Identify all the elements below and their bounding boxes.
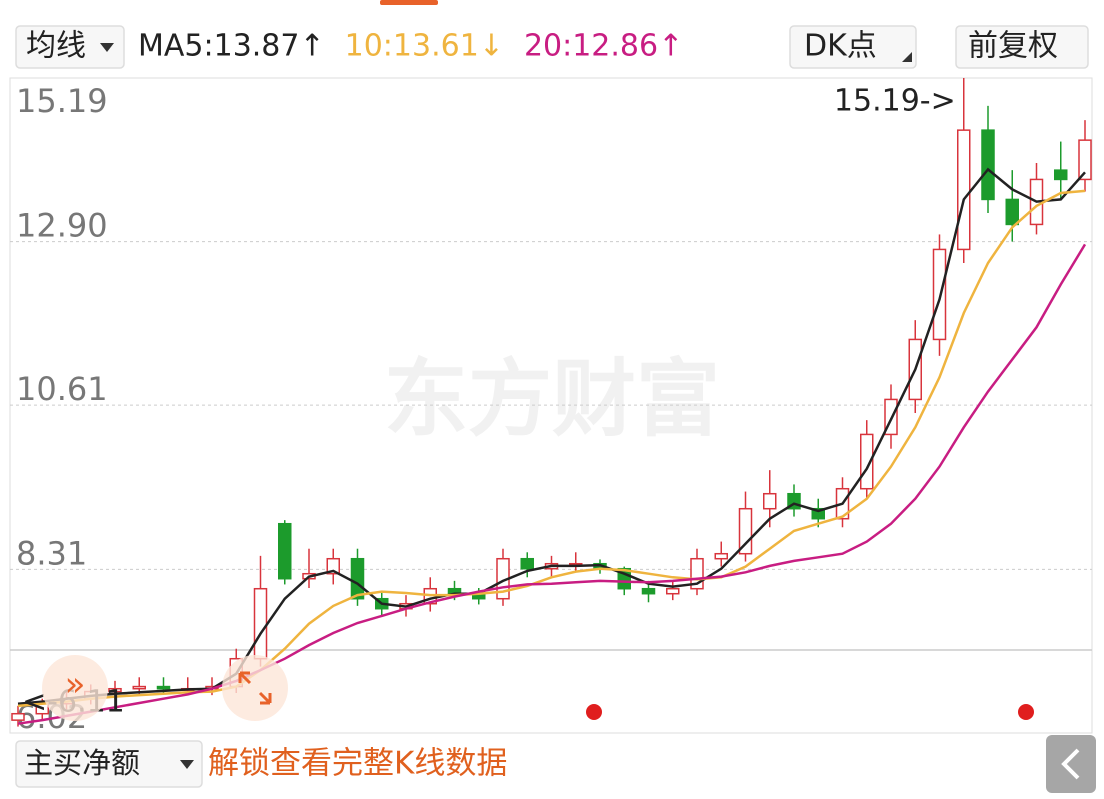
candle-body bbox=[253, 587, 268, 660]
candle-body bbox=[156, 685, 171, 690]
candle-body bbox=[1078, 139, 1092, 181]
adjust-label[interactable]: 前复权 bbox=[968, 29, 1058, 64]
ma-menu[interactable] bbox=[15, 25, 125, 69]
ma-line bbox=[17, 243, 1087, 725]
legend-entry: 10:13.61↓ bbox=[345, 29, 504, 64]
candle-body bbox=[811, 507, 825, 520]
candle-body bbox=[1054, 169, 1068, 181]
legend-entry: MA5:13.87↑ bbox=[138, 29, 325, 64]
legend-entry: 20:12.86↑ bbox=[524, 29, 683, 64]
badge-icon: » bbox=[65, 665, 86, 705]
y-tick-label: 8.31 bbox=[16, 534, 87, 572]
corner-arrow bbox=[902, 52, 912, 62]
indicator-label[interactable]: 主买净额 bbox=[24, 746, 140, 780]
y-tick-label: 10.61 bbox=[16, 370, 108, 408]
y-tick-label: 12.90 bbox=[16, 207, 108, 245]
dropdown-arrow bbox=[100, 43, 114, 52]
ma-line bbox=[17, 189, 1086, 708]
candle-body bbox=[132, 685, 146, 690]
candle-body bbox=[11, 712, 25, 721]
dk-label[interactable]: DK点 bbox=[804, 29, 877, 64]
candle-body bbox=[738, 507, 753, 555]
dk-button[interactable] bbox=[789, 25, 917, 69]
watermark: 东方财富 bbox=[384, 350, 720, 448]
dropdown-arrow bbox=[180, 760, 194, 769]
candle-body bbox=[350, 557, 365, 600]
candle-body bbox=[1005, 198, 1019, 226]
candle-body bbox=[278, 522, 292, 580]
badge bbox=[222, 655, 288, 721]
candle-body bbox=[981, 129, 995, 201]
candle-body bbox=[108, 687, 122, 693]
signal-dot bbox=[586, 704, 602, 720]
collapse-icon bbox=[1061, 748, 1080, 780]
candle-body bbox=[763, 492, 777, 510]
candle-body bbox=[957, 129, 971, 251]
candle-body bbox=[326, 557, 340, 575]
legend: MA5:13.87↑ 10:13.61↓ 20:12.86↑ bbox=[138, 29, 683, 64]
candle-body bbox=[520, 557, 534, 570]
candle-body bbox=[714, 552, 728, 560]
ma-line bbox=[17, 167, 1086, 705]
signal-dot bbox=[1018, 704, 1034, 720]
ma-menu-label[interactable]: 均线 bbox=[26, 29, 86, 64]
candle-body bbox=[641, 587, 656, 595]
adjust-button[interactable] bbox=[955, 25, 1089, 69]
y-tick-label: 15.19 bbox=[16, 82, 108, 120]
unlock-text[interactable]: 解锁查看完整K线数据 bbox=[208, 746, 507, 782]
expand-icon[interactable] bbox=[238, 671, 272, 705]
candle-body bbox=[666, 587, 680, 595]
collapse-button[interactable] bbox=[1046, 735, 1096, 793]
high-label: 15.19-> bbox=[834, 84, 956, 119]
tab-indicator bbox=[380, 0, 438, 5]
badge bbox=[42, 655, 108, 721]
indicator-menu[interactable] bbox=[15, 740, 203, 788]
